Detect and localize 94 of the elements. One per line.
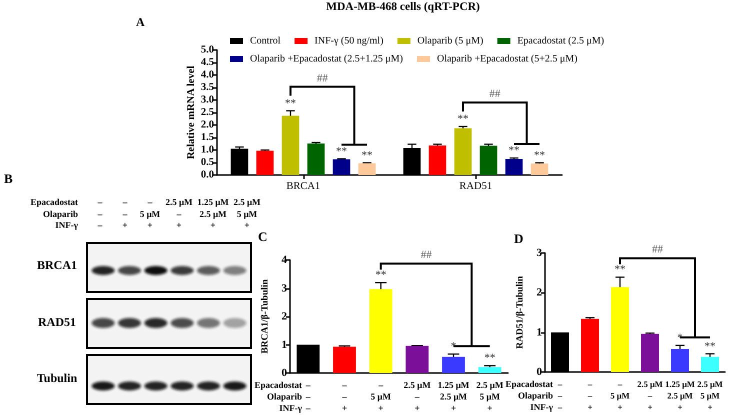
y-tick-label: 2.5 <box>200 107 214 118</box>
chart-title: C <box>258 229 268 244</box>
data-label: ** <box>508 144 520 156</box>
bar <box>478 367 502 373</box>
x-tick-label: – – + <box>341 380 348 413</box>
bar <box>480 146 498 175</box>
bar <box>442 356 465 373</box>
bar <box>671 348 689 372</box>
y-tick-label: 5.0 <box>200 44 214 56</box>
x-tick-label: – – – <box>304 380 311 413</box>
chart-title: MDA-MB-468 cells (qRT-PCR) <box>326 1 480 13</box>
text: BRCA1 <box>36 258 78 272</box>
annotation: ## <box>316 72 328 84</box>
y-axis-title: BRCA1/β-Tubulin <box>260 278 271 354</box>
y-axis-title: RAD51/β-Tubulin <box>516 275 526 349</box>
bar <box>406 346 429 373</box>
x-tick-label: 1.25 μM 2.5 μM + <box>438 380 470 413</box>
data-label: * <box>450 340 456 353</box>
text: RAD51 <box>38 314 76 328</box>
y-tick-label: 0 <box>282 367 288 379</box>
legend-label: Epacadostat (2.5 μM) <box>517 36 604 46</box>
annotation: ## <box>489 88 501 100</box>
y-tick-label: 4.0 <box>200 70 214 80</box>
y-tick-label: 0 <box>536 366 542 378</box>
data-label: ** <box>614 264 626 276</box>
text: Olaparib <box>518 390 553 400</box>
data-label: ** <box>484 352 496 364</box>
bar <box>256 150 274 175</box>
bar <box>358 163 376 175</box>
text: B <box>4 171 13 187</box>
data-label: ** <box>704 340 716 352</box>
bar <box>505 159 523 175</box>
data-label: ** <box>336 145 348 158</box>
data-label: * <box>677 332 683 344</box>
text: Epacadostat <box>254 380 302 390</box>
x-tick-label: 1.25 μM 2.5 μM + <box>665 378 695 412</box>
text: INF-γ <box>279 402 303 413</box>
bar <box>332 159 350 175</box>
x-tick-label: – – – <box>556 378 563 412</box>
x-tick-label: 2.5 μM 5 μM + <box>476 380 504 413</box>
legend-label: INF-γ (50 ng/ml) <box>314 36 384 46</box>
data-label: ** <box>284 97 296 110</box>
legend-label: Olaparib +Epacadostat (5+2.5 μM) <box>436 54 578 64</box>
bar <box>611 287 629 372</box>
bar <box>333 346 356 373</box>
bar <box>530 164 548 175</box>
annotation: ## <box>420 249 432 262</box>
y-tick-label: 1 <box>282 338 287 351</box>
y-axis-title: Relative mRNA level <box>186 66 197 160</box>
bar <box>581 318 599 372</box>
y-tick-label: 2 <box>536 286 542 299</box>
y-tick-label: 3 <box>282 282 288 294</box>
x-tick-label: 2.5 μM – + <box>637 378 663 412</box>
bar <box>369 289 392 373</box>
x-tick-label: 2.5 μM – + <box>404 380 432 413</box>
data-label: ** <box>375 269 386 282</box>
x-tick-label: – – + <box>586 378 593 412</box>
y-tick-label: 1.5 <box>200 132 214 143</box>
text: Tubulin <box>36 370 78 385</box>
text: Epacadostat <box>30 197 78 208</box>
chart-title: D <box>514 231 524 246</box>
y-tick-label: 4.5 <box>200 57 214 68</box>
y-tick-label: 2.0 <box>200 120 214 130</box>
y-tick-label: 2 <box>282 310 288 322</box>
bar <box>454 128 472 175</box>
data-label: ** <box>457 113 468 125</box>
bar <box>641 334 659 372</box>
y-tick-label: 3 <box>536 247 542 259</box>
y-tick-label: 3.5 <box>200 82 214 93</box>
data-label: ** <box>534 149 546 162</box>
legend-label: Olaparib +Epacadostat (2.5+1.25 μM) <box>250 54 403 64</box>
text: INF-γ <box>55 220 78 232</box>
data-label: ** <box>362 149 373 162</box>
x-tick-label: – 5 μM + <box>370 380 392 413</box>
y-tick-label: 0.5 <box>200 157 214 168</box>
y-tick-label: 1.0 <box>200 144 214 156</box>
text: Epacadostat <box>505 378 553 389</box>
chart-subtitle: A <box>136 15 145 29</box>
y-tick-label: 1 <box>536 326 542 338</box>
x-tick-label: – 5 μM + <box>610 378 630 412</box>
x-tick-label: 2.5 μM 5 μM + <box>697 378 723 412</box>
text: INF-γ <box>530 402 554 412</box>
bar <box>307 144 325 175</box>
bar <box>701 356 719 372</box>
bar <box>428 146 446 175</box>
legend-label: Control <box>250 36 281 46</box>
y-tick-label: 4 <box>282 254 288 266</box>
legend-label: Olaparib (5 μM) <box>417 36 484 46</box>
text: Olaparib <box>42 208 78 220</box>
y-tick-label: 3.0 <box>200 94 214 106</box>
text: Olaparib <box>266 391 302 402</box>
y-tick-label: 0.0 <box>200 170 214 180</box>
annotation: ## <box>652 244 664 256</box>
bar <box>282 116 300 175</box>
